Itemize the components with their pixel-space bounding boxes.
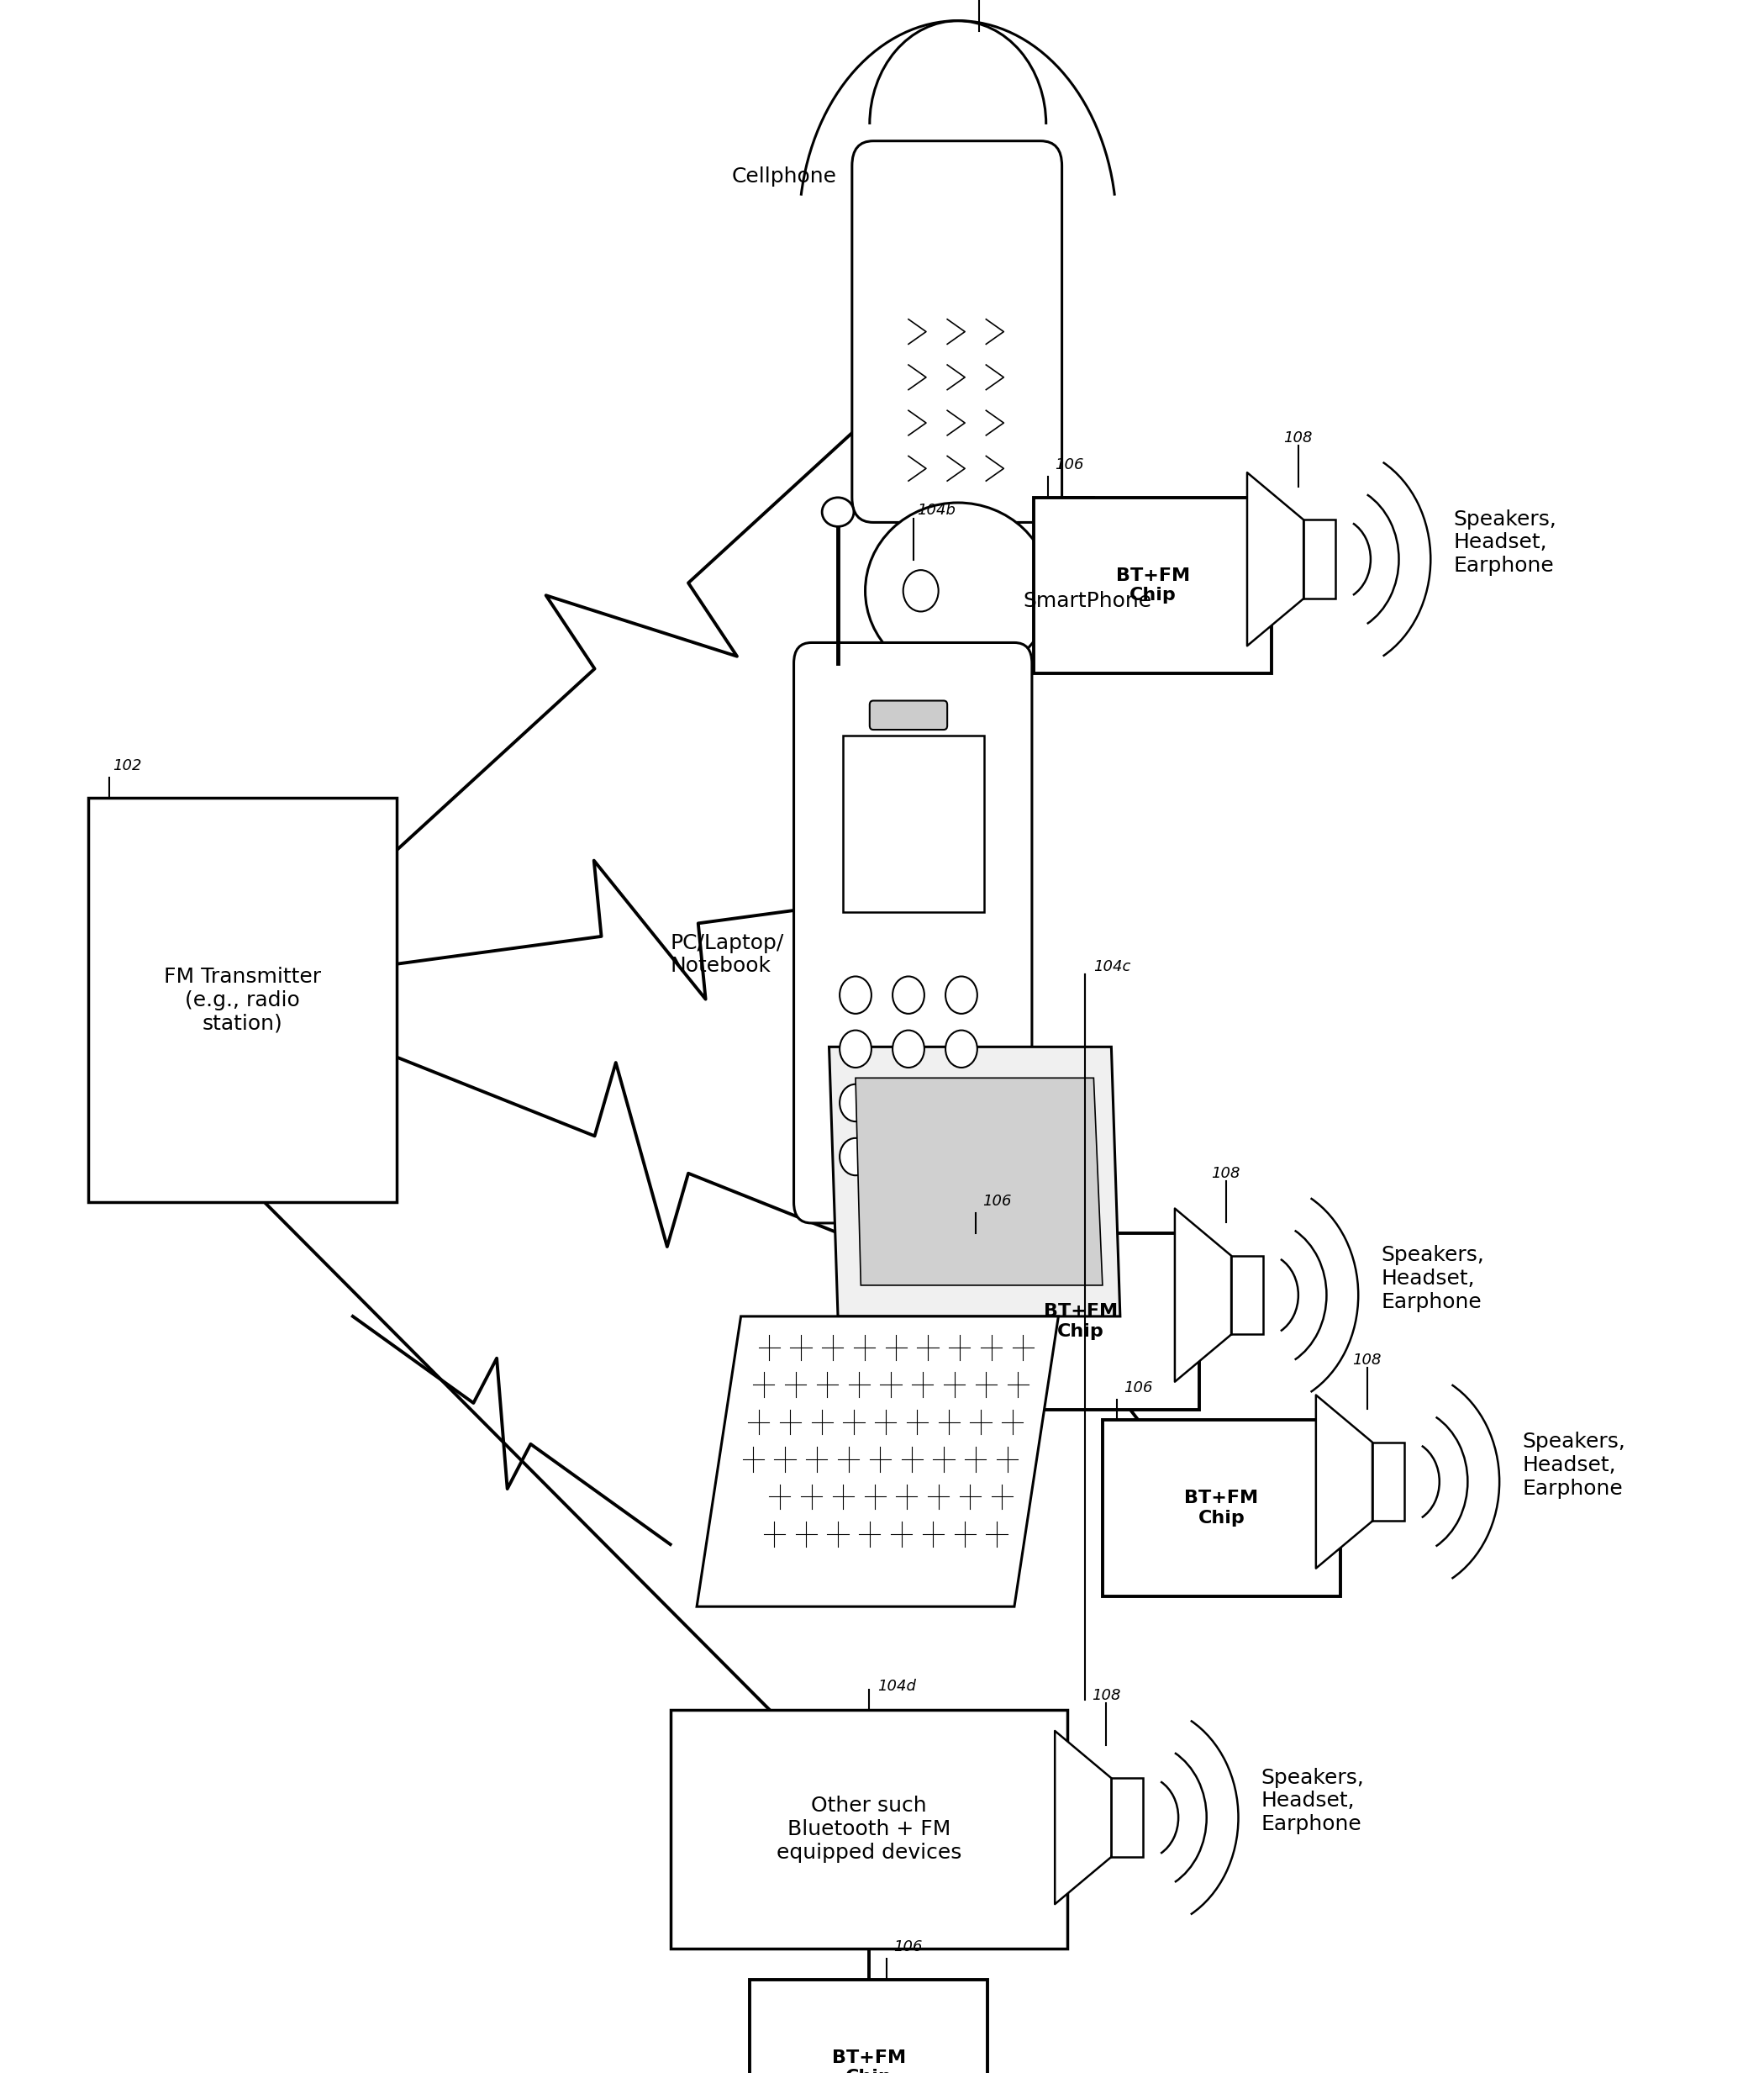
Text: 104b: 104b <box>917 504 956 518</box>
Text: 108: 108 <box>1212 1165 1240 1182</box>
Text: BT+FM
Chip: BT+FM Chip <box>833 2050 905 2073</box>
FancyBboxPatch shape <box>670 1710 1067 1949</box>
FancyBboxPatch shape <box>961 1233 1200 1410</box>
Circle shape <box>840 1084 871 1121</box>
Polygon shape <box>856 1078 1102 1285</box>
Text: 108: 108 <box>1284 429 1312 446</box>
Polygon shape <box>1316 1395 1372 1569</box>
Text: FM Transmitter
(e.g., radio
station): FM Transmitter (e.g., radio station) <box>164 966 321 1034</box>
Circle shape <box>946 1030 977 1068</box>
Text: PC/Laptop/
Notebook: PC/Laptop/ Notebook <box>670 933 783 976</box>
Ellipse shape <box>822 498 854 527</box>
Polygon shape <box>1247 473 1304 647</box>
FancyBboxPatch shape <box>843 736 984 912</box>
Text: 102: 102 <box>113 759 141 773</box>
FancyBboxPatch shape <box>870 701 947 730</box>
Text: Speakers,
Headset,
Earphone: Speakers, Headset, Earphone <box>1454 510 1558 576</box>
Circle shape <box>946 1084 977 1121</box>
FancyBboxPatch shape <box>852 141 1062 522</box>
Text: Speakers,
Headset,
Earphone: Speakers, Headset, Earphone <box>1522 1432 1626 1499</box>
Text: 106: 106 <box>893 1940 923 1955</box>
Text: 106: 106 <box>983 1194 1011 1209</box>
Circle shape <box>903 570 938 612</box>
FancyBboxPatch shape <box>1231 1256 1263 1335</box>
Text: 106: 106 <box>1055 458 1083 473</box>
FancyBboxPatch shape <box>750 1980 988 2073</box>
Text: BT+FM
Chip: BT+FM Chip <box>1044 1304 1117 1339</box>
Circle shape <box>840 1030 871 1068</box>
FancyBboxPatch shape <box>794 643 1032 1223</box>
Circle shape <box>840 976 871 1014</box>
Text: SmartPhone: SmartPhone <box>1023 591 1152 612</box>
Ellipse shape <box>864 502 1051 678</box>
Text: Speakers,
Headset,
Earphone: Speakers, Headset, Earphone <box>1381 1246 1485 1312</box>
Circle shape <box>946 976 977 1014</box>
Text: Cellphone: Cellphone <box>732 166 838 187</box>
Polygon shape <box>1175 1209 1231 1383</box>
Polygon shape <box>697 1316 1058 1607</box>
FancyBboxPatch shape <box>88 798 397 1202</box>
Circle shape <box>946 1138 977 1175</box>
FancyBboxPatch shape <box>1304 520 1335 599</box>
Circle shape <box>893 1084 924 1121</box>
FancyBboxPatch shape <box>1372 1443 1404 1522</box>
Circle shape <box>893 976 924 1014</box>
Circle shape <box>896 1142 928 1180</box>
Text: BT+FM
Chip: BT+FM Chip <box>1117 568 1189 603</box>
Circle shape <box>840 1138 871 1175</box>
Polygon shape <box>1055 1731 1111 1905</box>
FancyBboxPatch shape <box>1034 498 1272 674</box>
Text: BT+FM
Chip: BT+FM Chip <box>1185 1490 1258 1526</box>
Circle shape <box>893 1030 924 1068</box>
FancyBboxPatch shape <box>1102 1420 1341 1596</box>
Text: 108: 108 <box>1353 1352 1381 1368</box>
Text: Other such
Bluetooth + FM
equipped devices: Other such Bluetooth + FM equipped devic… <box>776 1795 961 1864</box>
Text: 104d: 104d <box>878 1679 916 1694</box>
Circle shape <box>893 1138 924 1175</box>
Text: 108: 108 <box>1092 1687 1120 1704</box>
Text: Speakers,
Headset,
Earphone: Speakers, Headset, Earphone <box>1261 1768 1365 1835</box>
Text: 104c: 104c <box>1094 960 1131 974</box>
FancyBboxPatch shape <box>1111 1779 1143 1857</box>
Text: 106: 106 <box>1124 1381 1152 1395</box>
Polygon shape <box>829 1047 1120 1316</box>
